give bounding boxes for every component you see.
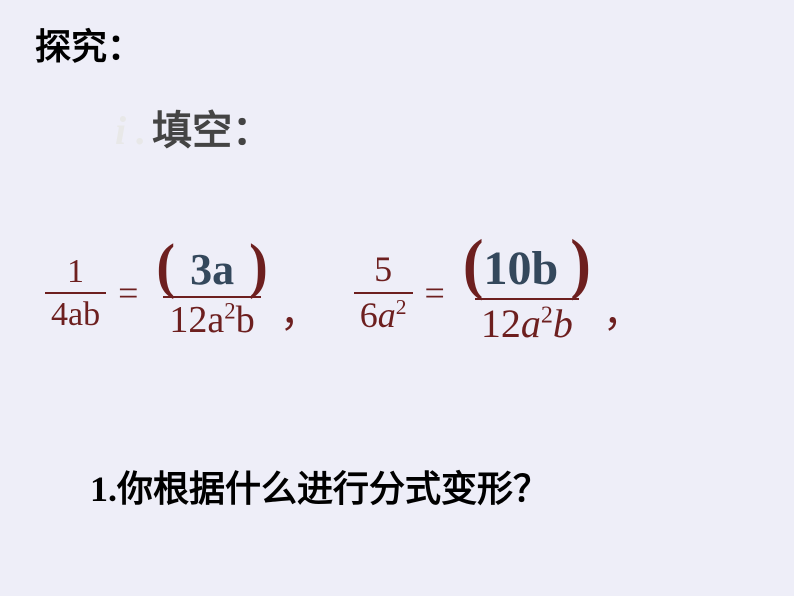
equation-row: 1 4ab = ( 3a ) 12a2b ， 5 6a2 = (10b ) 12… [45, 240, 764, 346]
section-heading: 探究： [35, 18, 143, 70]
comma-separator: ， [280, 280, 320, 346]
equals-sign: = [118, 272, 138, 314]
den4-base: 12 [481, 301, 521, 346]
answer-2: 10b [483, 242, 558, 295]
den2-exp: 2 [396, 295, 407, 319]
right-paren-icon: ) [249, 242, 268, 291]
frac1-rhs-num: ( 3a ) [150, 244, 273, 296]
frac2-rhs-num: (10b ) [457, 240, 597, 298]
roman-numeral: i . [115, 108, 146, 153]
fraction-1-rhs: ( 3a ) 12a2b [150, 244, 273, 342]
subhead-text: 填空： [152, 108, 272, 153]
frac1-rhs-den: 12a2b [163, 296, 260, 342]
den4-tail: b [553, 301, 573, 346]
den4-exp: 2 [541, 302, 553, 328]
left-paren-icon: ( [156, 242, 175, 291]
fraction-2-lhs: 5 6a2 [354, 250, 413, 335]
den-base: 12a [169, 299, 224, 341]
frac2-rhs-den: 12a2b [475, 298, 579, 346]
den-tail: b [236, 299, 255, 341]
den-exp: 2 [224, 299, 235, 324]
den2-var: a [378, 295, 396, 335]
frac1-num: 1 [61, 253, 90, 292]
equals-sign: = [425, 272, 445, 314]
question-text: 1.你根据什么进行分式变形？ [90, 460, 549, 512]
comma-separator: ， [603, 280, 643, 346]
fraction-1-lhs: 1 4ab [45, 253, 106, 334]
sub-heading: i .填空： [115, 98, 272, 156]
right-paren-icon: ) [570, 238, 591, 293]
den4-var: a [521, 301, 541, 346]
den2-base: 6 [360, 295, 378, 335]
answer-1: 3a [186, 245, 238, 294]
frac2-den: 6a2 [354, 292, 413, 336]
left-paren-icon: ( [463, 238, 484, 293]
fraction-2-rhs: (10b ) 12a2b [457, 240, 597, 346]
frac2-num: 5 [368, 250, 398, 292]
frac1-den: 4ab [45, 292, 106, 333]
